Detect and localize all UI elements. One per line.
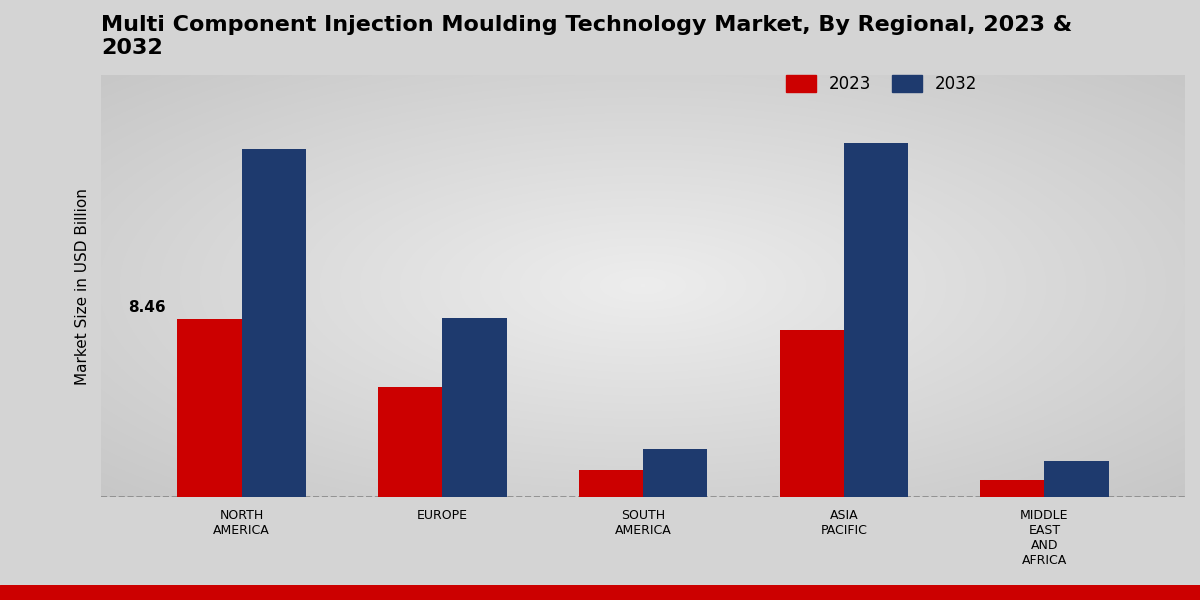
Bar xyxy=(578,470,643,497)
Text: Multi Component Injection Moulding Technology Market, By Regional, 2023 &
2032: Multi Component Injection Moulding Techn… xyxy=(101,15,1073,58)
Bar xyxy=(443,318,506,497)
Bar xyxy=(780,331,844,497)
Bar xyxy=(844,143,908,497)
Legend: 2023, 2032: 2023, 2032 xyxy=(786,75,977,93)
Bar xyxy=(378,388,443,497)
Bar xyxy=(241,149,306,497)
Bar xyxy=(178,319,241,497)
Bar xyxy=(980,481,1044,497)
Bar xyxy=(643,449,707,497)
Bar xyxy=(1044,461,1109,497)
Y-axis label: Market Size in USD Billion: Market Size in USD Billion xyxy=(74,188,90,385)
Text: 8.46: 8.46 xyxy=(127,301,166,316)
